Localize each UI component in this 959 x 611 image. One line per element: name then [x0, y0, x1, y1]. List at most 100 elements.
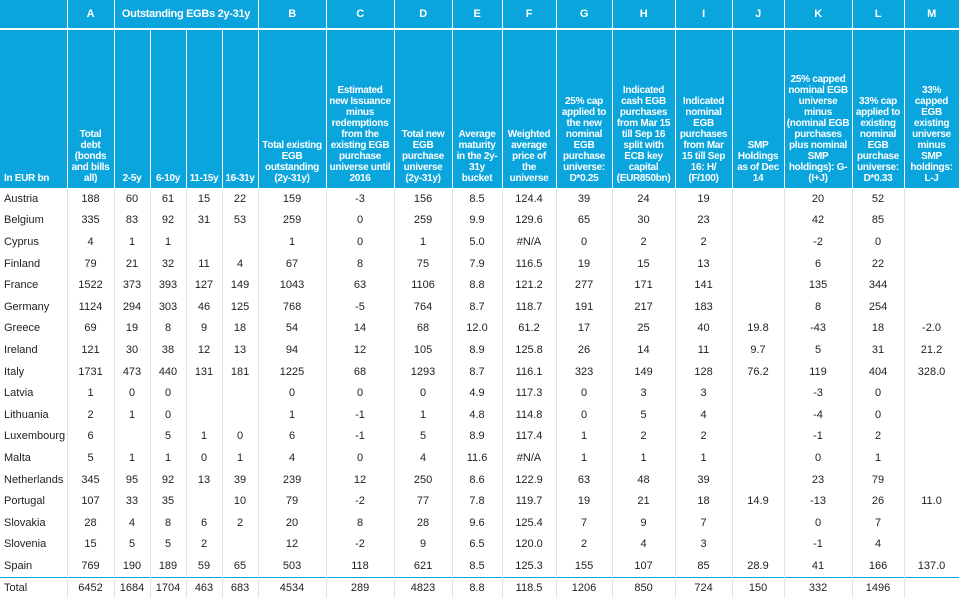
value-cell: 217	[612, 295, 676, 318]
value-cell: 7.8	[452, 490, 503, 512]
column-header: Indicated nominal EGB purchases from Mar…	[675, 29, 733, 188]
value-cell: 1	[186, 425, 223, 448]
country-cell: Belgium	[0, 209, 68, 232]
country-cell: Greece	[0, 317, 68, 340]
table-row: Belgium 335 83 92 31 53 259 0 259 9.9 129.6 65 30 23 4…	[0, 209, 959, 232]
value-cell: 60	[114, 188, 151, 210]
value-cell: 118	[326, 555, 395, 578]
value-cell: 769	[67, 555, 115, 578]
value-cell: 141	[675, 274, 733, 296]
value-cell: 0	[326, 209, 395, 232]
total-cell: 1206	[556, 576, 613, 598]
value-cell: 30	[612, 209, 676, 232]
column-header: Average maturity in the 2y-31y bucket	[452, 29, 503, 188]
value-cell	[732, 188, 785, 210]
value-cell: 17	[556, 317, 613, 340]
value-cell: 19	[675, 188, 733, 210]
value-cell	[186, 382, 223, 404]
value-cell: 0	[222, 425, 259, 448]
value-cell: 26	[852, 490, 905, 512]
value-cell: 10	[222, 490, 259, 512]
value-cell: 13	[222, 339, 259, 361]
value-cell: 1	[150, 231, 187, 253]
total-cell: 1496	[852, 576, 905, 598]
table-row: Slovenia 15 5 5 2 12 -2 9 6.5 120.0 2 4 3 -1 4	[0, 533, 959, 556]
value-cell: 6	[186, 511, 223, 534]
total-cell: 150	[732, 576, 785, 598]
value-cell: 129.6	[502, 209, 557, 232]
value-cell: 2	[675, 425, 733, 448]
column-letter: D	[394, 0, 453, 30]
value-cell	[732, 209, 785, 232]
value-cell: 254	[852, 295, 905, 318]
column-header: Estimated new Issuance minus redemptions…	[326, 29, 395, 188]
total-cell: 4534	[258, 576, 327, 598]
value-cell: 503	[258, 555, 327, 578]
value-cell: 2	[186, 533, 223, 556]
value-cell: 114.8	[502, 403, 557, 426]
value-cell	[732, 295, 785, 318]
value-cell: 156	[394, 188, 453, 210]
value-cell: 0	[326, 382, 395, 404]
value-cell: 18	[675, 490, 733, 512]
value-cell	[732, 231, 785, 253]
value-cell: 1	[556, 447, 613, 469]
value-cell: 2	[612, 425, 676, 448]
value-cell: 294	[114, 295, 151, 318]
value-cell: 0	[852, 231, 905, 253]
column-header: 11-15y	[186, 29, 223, 188]
value-cell: 4	[612, 533, 676, 556]
value-cell: 92	[150, 209, 187, 232]
value-cell: 9.6	[452, 511, 503, 534]
value-cell: -1	[784, 533, 853, 556]
value-cell: 30	[114, 339, 151, 361]
total-cell: 8.8	[452, 576, 503, 598]
value-cell: 1	[114, 403, 151, 426]
value-cell: -1	[326, 403, 395, 426]
value-cell: 63	[326, 274, 395, 296]
country-cell: Malta	[0, 447, 68, 469]
value-cell: 119	[784, 360, 853, 383]
value-cell: 14	[326, 317, 395, 340]
value-cell: 5	[784, 339, 853, 361]
value-cell: 171	[612, 274, 676, 296]
table-row: Slovakia 28 4 8 6 2 20 8 28 9.6 125.4 7 9 7 0 7	[0, 511, 959, 534]
column-header: Indicated cash EGB purchases from Mar 15…	[612, 29, 676, 188]
column-header: 33% capped EGB existing universe minus S…	[904, 29, 959, 188]
value-cell: 124.4	[502, 188, 557, 210]
value-cell: 125.3	[502, 555, 557, 578]
value-cell: 4.8	[452, 403, 503, 426]
value-cell: 335	[67, 209, 115, 232]
table-row: Luxembourg 6 5 1 0 6 -1 5 8.9 117.4 1 2 2 -1 2	[0, 425, 959, 448]
value-cell	[732, 425, 785, 448]
value-cell: 121	[67, 339, 115, 361]
value-cell: 23	[675, 209, 733, 232]
value-cell: -5	[326, 295, 395, 318]
value-cell: -2.0	[904, 317, 959, 340]
value-cell: 0	[556, 382, 613, 404]
table-row: Germany 1124 294 303 46 125 768 -5 764 8.7 118.7 19…	[0, 295, 959, 318]
column-letter: L	[852, 0, 905, 30]
value-cell: 21	[612, 490, 676, 512]
value-cell: 0	[556, 231, 613, 253]
value-cell: 76.2	[732, 360, 785, 383]
value-cell: 5	[114, 533, 151, 556]
value-cell: 31	[186, 209, 223, 232]
egb-table: A Outstanding EGBs 2y-31y B C D E F G H I J K L M In …	[0, 0, 959, 598]
value-cell	[222, 382, 259, 404]
total-cell: 1704	[150, 576, 187, 598]
value-cell: 159	[258, 188, 327, 210]
value-cell: 7.9	[452, 252, 503, 275]
value-cell: -2	[784, 231, 853, 253]
value-cell: 11.0	[904, 490, 959, 512]
value-cell: 67	[258, 252, 327, 275]
column-letter: A	[67, 0, 115, 30]
value-cell: 5	[394, 425, 453, 448]
value-cell: 33	[114, 490, 151, 512]
country-cell: Slovenia	[0, 533, 68, 556]
value-cell: -1	[326, 425, 395, 448]
value-cell: 768	[258, 295, 327, 318]
value-cell: 8.7	[452, 295, 503, 318]
value-cell: 69	[67, 317, 115, 340]
value-cell: 3	[675, 533, 733, 556]
